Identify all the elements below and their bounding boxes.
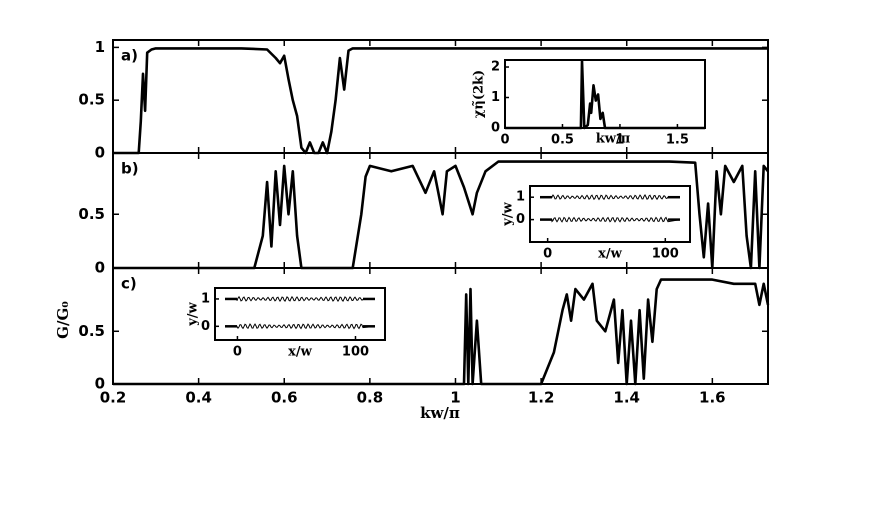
- y-tick-label: 0.5: [78, 205, 105, 223]
- inset-y-tick-label: 1: [491, 90, 500, 105]
- panel-label: b): [121, 160, 139, 178]
- y-tick-label: 0.5: [78, 322, 105, 340]
- inset-x-tick-label: 1.5: [666, 133, 689, 148]
- y-tick-label: 1: [95, 38, 105, 56]
- waveguide-edge: [225, 295, 376, 303]
- x-tick-label: 1: [450, 389, 460, 407]
- data-line: [505, 59, 705, 130]
- x-tick-label: 0.8: [357, 389, 384, 407]
- panel-label: c): [121, 275, 137, 293]
- x-tick-label: 1.2: [528, 389, 555, 407]
- inset-x-label: x/w: [598, 247, 622, 262]
- inset-x-tick-label: 0: [543, 247, 552, 262]
- inset-y-tick-label: 1: [516, 190, 525, 205]
- y-tick-label: 0: [95, 144, 105, 162]
- data-line: [113, 47, 768, 155]
- inset-x-tick-label: 100: [342, 345, 369, 360]
- y-tick-label: 0.5: [78, 91, 105, 109]
- inset-frame: [504, 59, 706, 129]
- waveguide-edge: [225, 323, 376, 330]
- inset-frame: [214, 287, 386, 341]
- inset-frame: [529, 185, 691, 243]
- x-axis-label: kw/π: [420, 404, 460, 422]
- x-tick-label: 1.4: [613, 389, 640, 407]
- data-line: [113, 278, 770, 386]
- inset-y-tick-label: 1: [201, 291, 210, 306]
- inset-x-label: x/w: [288, 345, 312, 360]
- panel-frame: [112, 267, 769, 385]
- inset-x-tick-label: 100: [652, 247, 679, 262]
- data-line: [113, 160, 770, 270]
- y-axis-label: G/G₀: [54, 301, 72, 339]
- inset-y-tick-label: 2: [491, 60, 500, 75]
- inset-x-label: kw/π: [596, 132, 631, 147]
- panel-label: a): [121, 47, 138, 65]
- inset-y-tick-label: 0: [491, 121, 500, 136]
- inset-y-label: y/w: [186, 301, 201, 326]
- inset-y-label: y/w: [501, 201, 516, 226]
- y-tick-label: 0: [95, 259, 105, 277]
- waveguide-edge: [540, 194, 681, 201]
- x-tick-label: 0.4: [185, 389, 212, 407]
- x-tick-label: 1.6: [699, 389, 726, 407]
- inset-x-tick-label: 1: [615, 133, 624, 148]
- inset-y-tick-label: 0: [201, 319, 210, 334]
- inset-y-tick-label: 0: [516, 212, 525, 227]
- inset-y-label: χη̃(2k): [472, 70, 487, 118]
- inset-x-tick-label: 0.5: [551, 133, 574, 148]
- inset-x-tick-label: 0: [500, 133, 509, 148]
- y-tick-label: 0: [95, 375, 105, 393]
- waveguide-edge: [540, 216, 681, 223]
- inset-x-tick-label: 0: [233, 345, 242, 360]
- x-tick-label: 0.2: [100, 389, 127, 407]
- x-tick-label: 0.6: [271, 389, 298, 407]
